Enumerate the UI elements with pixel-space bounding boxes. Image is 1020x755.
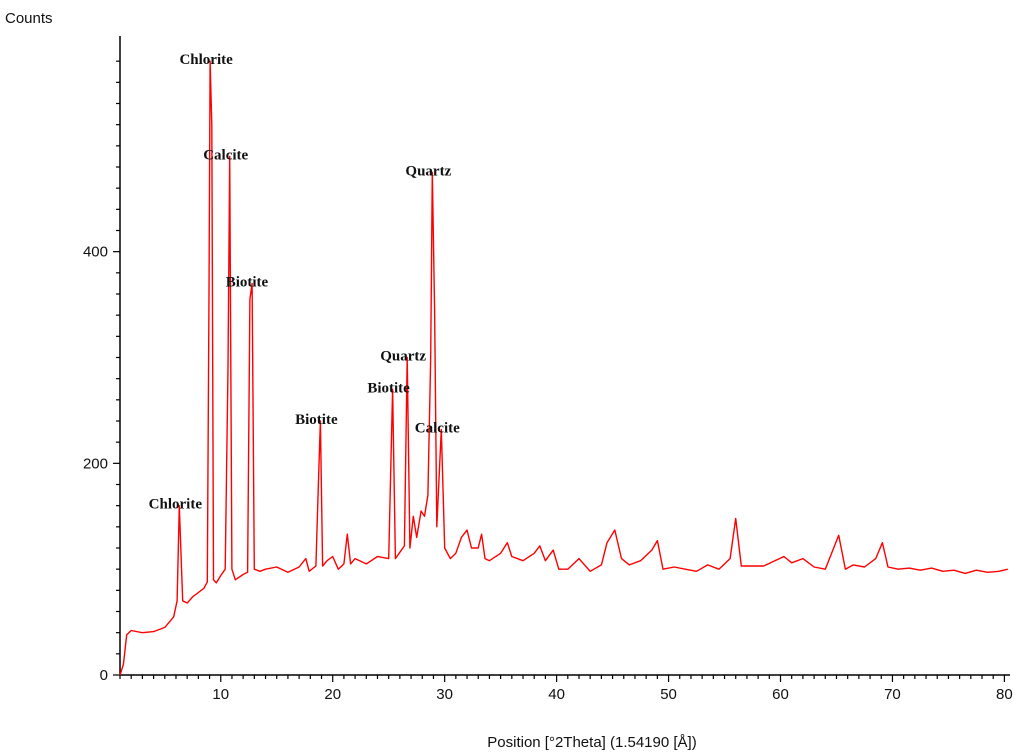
x-tick-label: 40	[548, 686, 565, 703]
xrd-series-line	[119, 60, 1008, 676]
axis-ticks: 10 20 30 40 50 60 70 80 0 200 400	[83, 60, 1013, 703]
y-tick-label: 200	[83, 455, 108, 472]
x-tick-label: 70	[884, 686, 901, 703]
peak-label: Chlorite	[179, 52, 233, 68]
y-tick-label: 400	[83, 244, 108, 261]
y-tick-label: 0	[100, 667, 108, 684]
peak-label: Quartz	[380, 349, 426, 365]
peak-label: Chlorite	[149, 497, 203, 513]
peak-label: Biotite	[295, 412, 338, 428]
x-tick-label: 10	[212, 686, 229, 703]
peak-label: Quartz	[405, 163, 451, 179]
axes	[119, 36, 1010, 676]
peak-annotations: Chlorite Chlorite Calcite Biotite Biotite Bio…	[149, 52, 460, 512]
x-tick-label: 50	[660, 686, 677, 703]
peak-label: Biotite	[367, 380, 410, 396]
peak-label: Biotite	[226, 274, 269, 290]
y-axis-label: Counts	[5, 10, 53, 27]
x-tick-label: 30	[436, 686, 453, 703]
peak-label: Calcite	[415, 420, 460, 436]
x-tick-label: 80	[996, 686, 1013, 703]
x-tick-label: 60	[772, 686, 789, 703]
x-axis-label: Position [°2Theta] (1.54190 [Å])	[487, 734, 696, 751]
peak-label: Calcite	[203, 147, 248, 163]
series-group	[119, 60, 1008, 676]
x-tick-label: 20	[324, 686, 341, 703]
